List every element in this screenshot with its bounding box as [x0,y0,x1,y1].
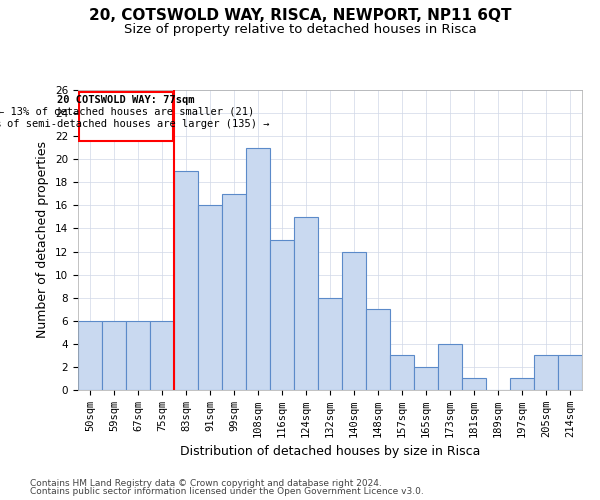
Text: 85% of semi-detached houses are larger (135) →: 85% of semi-detached houses are larger (… [0,119,270,129]
Bar [558,356,582,390]
Y-axis label: Number of detached properties: Number of detached properties [37,142,49,338]
Bar [79,92,173,141]
Bar [510,378,534,390]
Bar [198,206,222,390]
Bar [174,171,198,390]
Bar [102,321,126,390]
Text: Contains public sector information licensed under the Open Government Licence v3: Contains public sector information licen… [30,487,424,496]
Bar [318,298,342,390]
Bar [534,356,558,390]
Text: Size of property relative to detached houses in Risca: Size of property relative to detached ho… [124,22,476,36]
Bar [342,252,366,390]
Bar [150,321,174,390]
Text: Contains HM Land Registry data © Crown copyright and database right 2024.: Contains HM Land Registry data © Crown c… [30,478,382,488]
Bar [126,321,150,390]
Bar [414,367,438,390]
Text: 20 COTSWOLD WAY: 77sqm: 20 COTSWOLD WAY: 77sqm [57,94,195,104]
Bar [390,356,414,390]
Bar [78,321,102,390]
Bar [438,344,462,390]
Bar [246,148,270,390]
Bar [366,309,390,390]
Text: ← 13% of detached houses are smaller (21): ← 13% of detached houses are smaller (21… [0,106,254,116]
Bar [270,240,294,390]
Bar [222,194,246,390]
Bar [294,217,318,390]
Text: Distribution of detached houses by size in Risca: Distribution of detached houses by size … [180,444,480,458]
Text: 20, COTSWOLD WAY, RISCA, NEWPORT, NP11 6QT: 20, COTSWOLD WAY, RISCA, NEWPORT, NP11 6… [89,8,511,22]
Bar [462,378,486,390]
